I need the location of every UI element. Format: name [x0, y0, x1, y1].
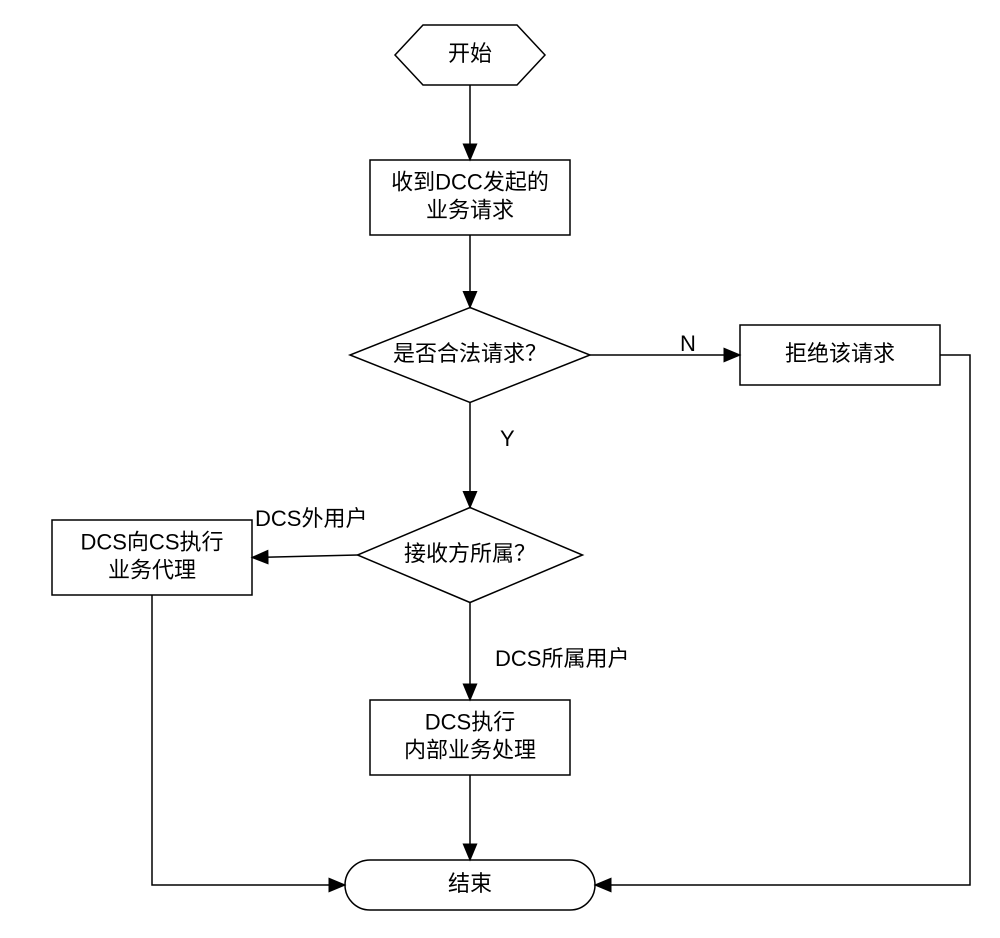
node-reject-label: 拒绝该请求 [785, 341, 895, 366]
return-proxy-end [152, 595, 345, 885]
edge-3-label: Y [500, 426, 515, 451]
node-receive-label1: 收到DCC发起的 [391, 169, 549, 194]
node-receive-label2: 业务请求 [426, 197, 514, 222]
edge-4 [252, 555, 358, 558]
node-internal-label1: DCS执行 [425, 709, 515, 734]
node-legal-label: 是否合法请求？ [393, 341, 547, 366]
edge-5-label: DCS所属用户 [495, 646, 629, 671]
return-reject-end [595, 355, 970, 885]
edge-2-label: N [680, 331, 696, 356]
edge-4-label: DCS外用户 [255, 506, 367, 531]
node-receiver-label: 接收方所属？ [404, 541, 536, 566]
node-end-label: 结束 [448, 871, 492, 896]
node-proxy-label2: 业务代理 [108, 557, 196, 582]
node-internal-label2: 内部业务处理 [404, 737, 536, 762]
node-proxy-label1: DCS向CS执行 [80, 529, 223, 554]
node-start-label: 开始 [448, 41, 492, 66]
